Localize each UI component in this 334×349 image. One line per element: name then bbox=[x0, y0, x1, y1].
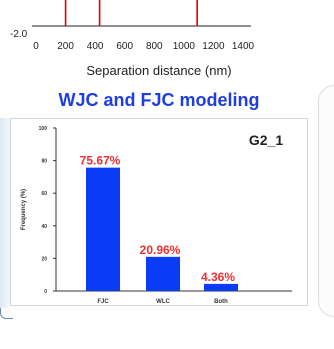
y-tick-label: 20 bbox=[41, 256, 47, 262]
bar-value-label: 4.36% bbox=[201, 270, 235, 284]
top-chart-y-tick-label: -2.0 bbox=[10, 29, 28, 40]
y-tick-label: 40 bbox=[41, 224, 47, 230]
bar-fjc bbox=[86, 167, 120, 291]
side-panel bbox=[318, 85, 334, 317]
top-chart-x-tick-label: 600 bbox=[116, 41, 133, 52]
bar-value-label: 75.67% bbox=[80, 154, 121, 168]
x-tick-label: Both bbox=[214, 299, 228, 304]
y-tick-label: 0 bbox=[44, 289, 47, 295]
y-tick-label: 60 bbox=[41, 191, 47, 197]
left-panel-edge bbox=[0, 118, 10, 308]
top-chart-x-tick-label: 200 bbox=[57, 41, 74, 52]
x-tick-label: FJC bbox=[97, 299, 109, 304]
separation-chart: -2.0 0 200 400 600 800 1000 1200 1400 bbox=[10, 0, 255, 52]
x-tick-label: WLC bbox=[156, 299, 170, 304]
top-chart-x-tick-label: 1000 bbox=[173, 41, 196, 52]
section-title: WJC and FJC modeling bbox=[58, 90, 260, 110]
top-chart-x-tick-label: 1200 bbox=[202, 41, 225, 52]
top-chart-x-tick-label: 0 bbox=[33, 41, 39, 52]
y-axis-label: Frequency (%) bbox=[21, 189, 27, 230]
chart-title: G2_1 bbox=[249, 132, 283, 148]
y-tick-label: 100 bbox=[39, 126, 48, 132]
top-chart-x-tick-label: 400 bbox=[87, 41, 104, 52]
top-chart-x-tick-label: 1400 bbox=[232, 41, 255, 52]
bar-value-label: 20.96% bbox=[140, 243, 181, 257]
y-tick-label: 80 bbox=[41, 159, 47, 165]
bar-wlc bbox=[146, 256, 180, 291]
bar-both bbox=[204, 283, 238, 291]
frequency-bar-chart: G2_1 Frequency (%) 0 20 40 60 80 100 75.67% FJC… bbox=[21, 126, 292, 304]
top-chart-x-tick-label: 800 bbox=[146, 41, 163, 52]
left-panel-tab bbox=[0, 308, 13, 319]
top-chart-x-axis-label: Separation distance (nm) bbox=[86, 63, 232, 78]
